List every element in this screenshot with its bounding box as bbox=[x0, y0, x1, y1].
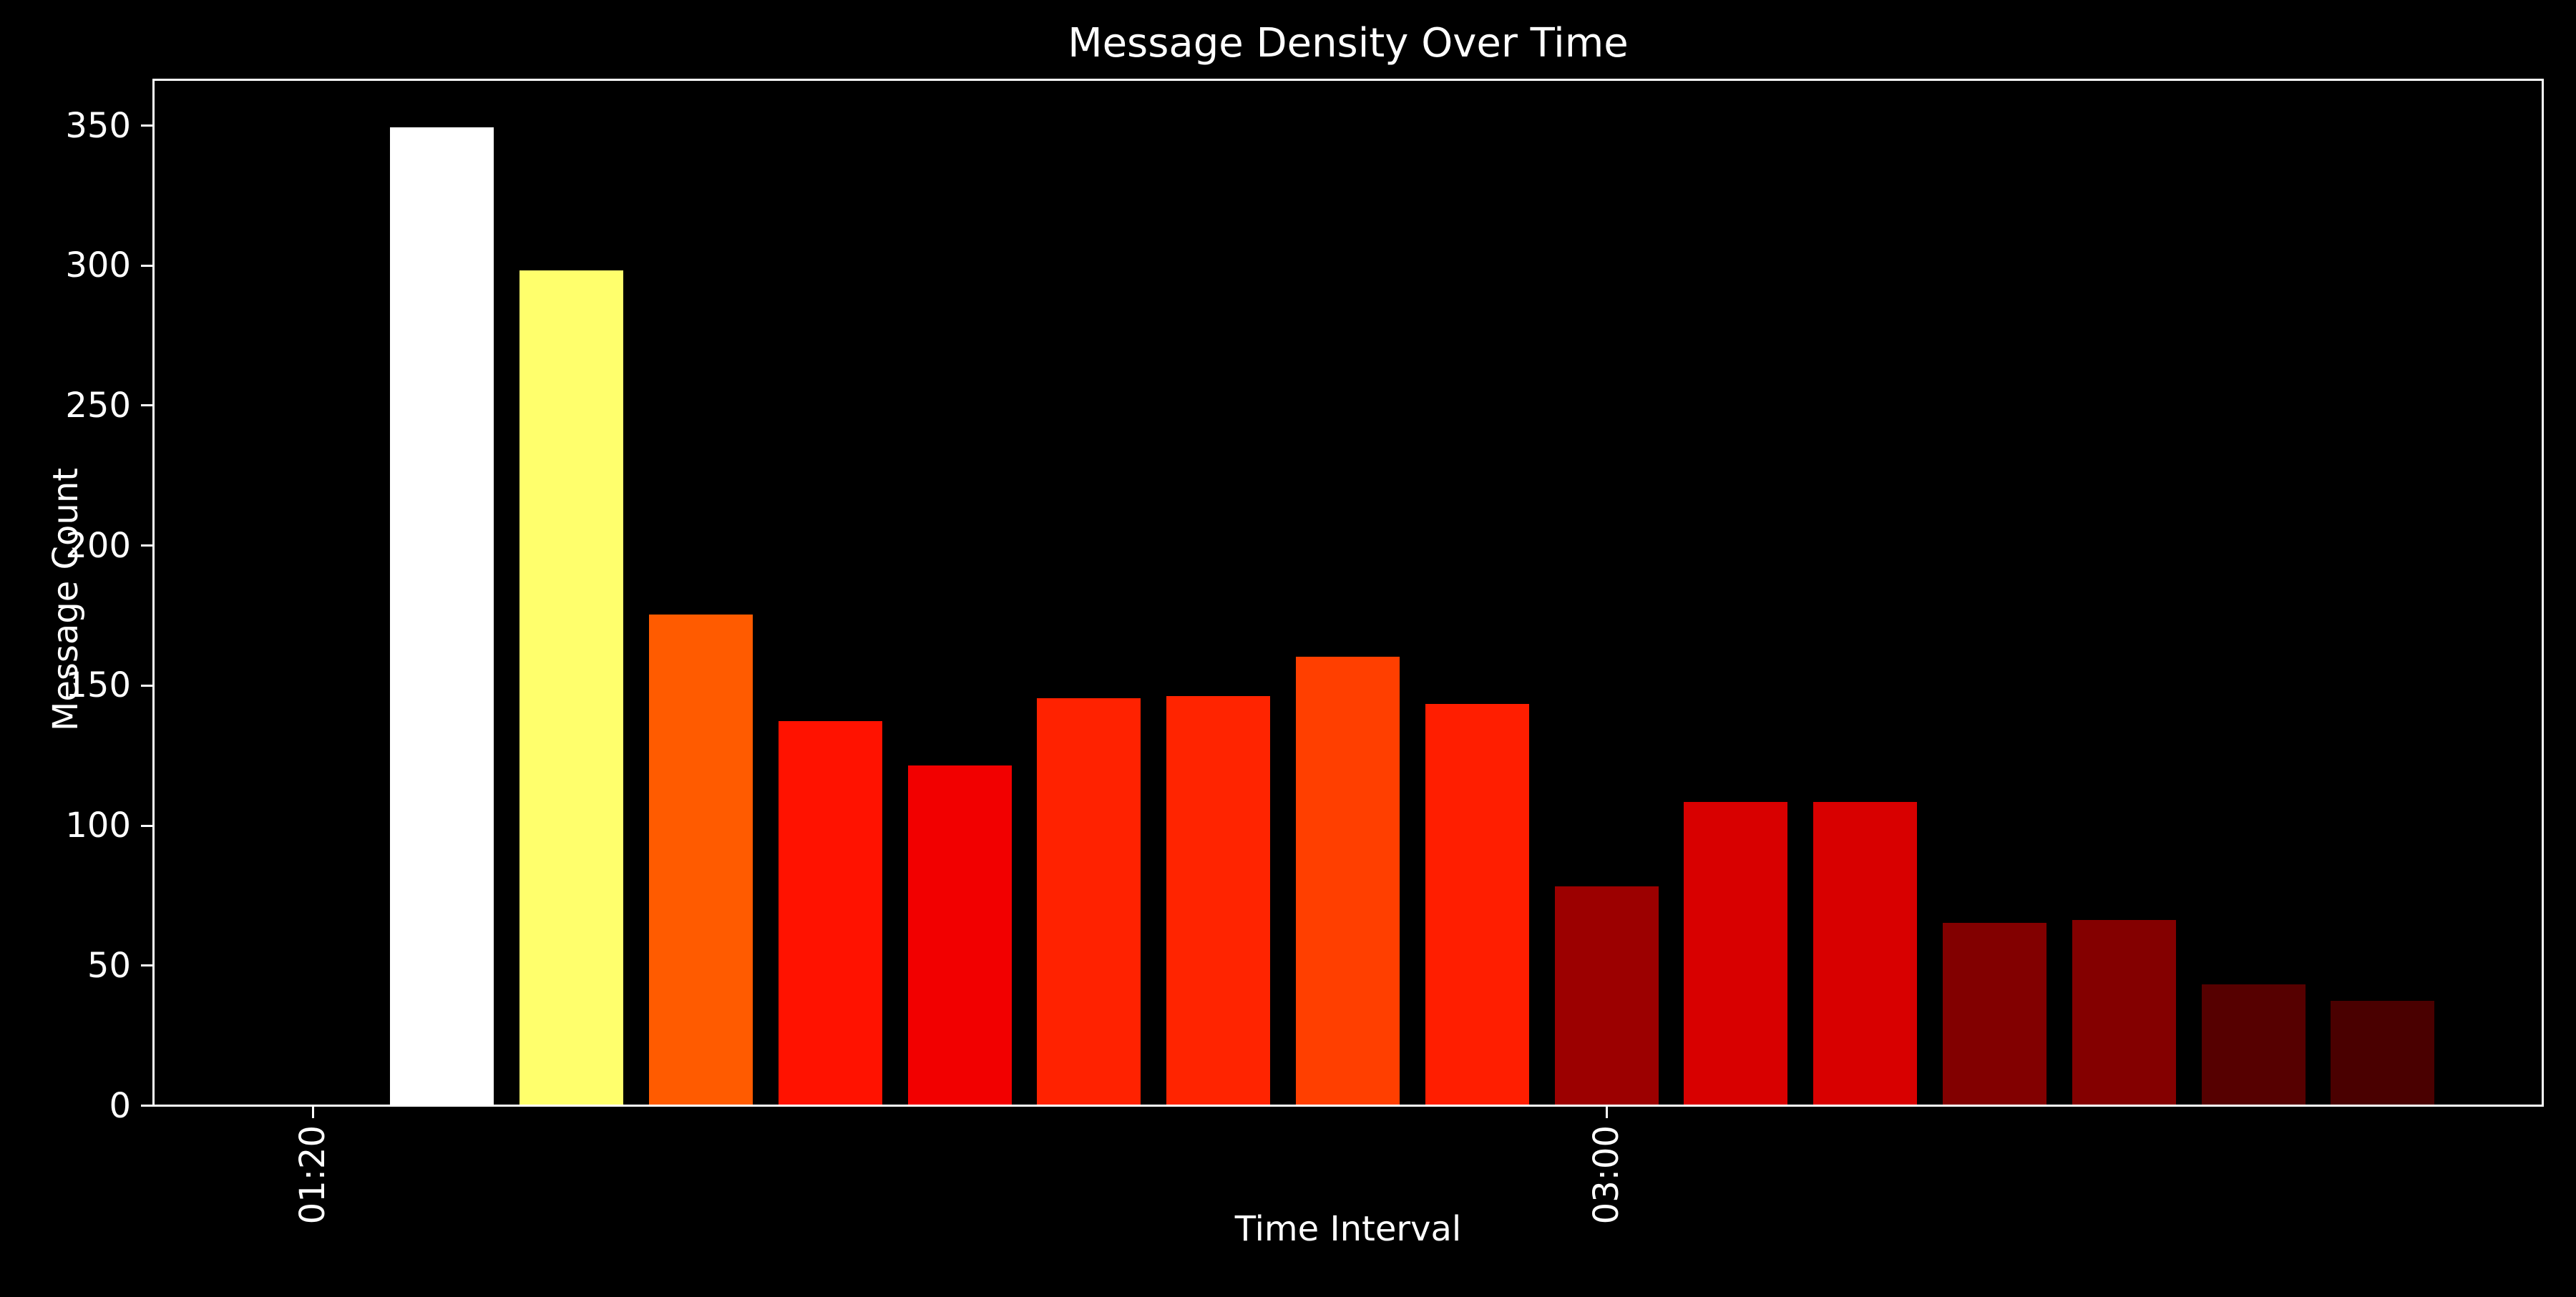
chart-title: Message Density Over Time bbox=[1068, 20, 1629, 67]
bar-slot-2 bbox=[519, 270, 624, 1105]
y-tick-mark-350 bbox=[141, 124, 152, 127]
bar-slot-13 bbox=[1942, 922, 2046, 1105]
y-tick-label-300: 300 bbox=[65, 245, 131, 286]
bar-slot-11 bbox=[1684, 802, 1788, 1105]
y-tick-mark-200 bbox=[141, 544, 152, 547]
y-tick-mark-50 bbox=[141, 964, 152, 967]
x-tick-mark-03:00 bbox=[1605, 1107, 1608, 1118]
y-tick-label-350: 350 bbox=[65, 105, 131, 146]
bar-slot-12 bbox=[1813, 802, 1918, 1105]
x-tick-label-03:00: 03:00 bbox=[1586, 1125, 1626, 1225]
bar-slot-8 bbox=[1295, 656, 1400, 1105]
y-tick-mark-300 bbox=[141, 264, 152, 267]
bar-slot-1 bbox=[390, 127, 494, 1105]
y-tick-label-250: 250 bbox=[65, 385, 131, 426]
x-axis-label: Time Interval bbox=[1234, 1209, 1462, 1249]
x-tick-mark-01:20 bbox=[311, 1107, 314, 1118]
y-tick-mark-0 bbox=[141, 1105, 152, 1107]
bar-slot-3 bbox=[648, 615, 753, 1105]
y-tick-mark-250 bbox=[141, 404, 152, 407]
y-tick-label-50: 50 bbox=[87, 945, 131, 986]
bar-slot-4 bbox=[778, 720, 882, 1105]
y-tick-label-200: 200 bbox=[65, 525, 131, 566]
plot-area bbox=[152, 79, 2544, 1107]
x-tick-label-01:20: 01:20 bbox=[293, 1125, 333, 1225]
y-tick-label-0: 0 bbox=[109, 1085, 131, 1126]
y-tick-mark-150 bbox=[141, 684, 152, 687]
bar-slot-10-03:00 bbox=[1554, 886, 1659, 1105]
y-axis-label: Message Count bbox=[46, 467, 86, 732]
bar-slot-16 bbox=[2331, 1001, 2435, 1105]
bar-slot-6 bbox=[1037, 698, 1141, 1105]
bar-slot-9 bbox=[1425, 704, 1529, 1105]
bar-slot-7 bbox=[1166, 695, 1271, 1105]
bar-slot-14 bbox=[2072, 919, 2176, 1105]
y-tick-label-150: 150 bbox=[65, 665, 131, 706]
bar-slot-5 bbox=[907, 765, 1012, 1105]
y-tick-label-100: 100 bbox=[65, 806, 131, 846]
y-tick-mark-100 bbox=[141, 824, 152, 827]
bar-slot-15 bbox=[2201, 984, 2306, 1105]
